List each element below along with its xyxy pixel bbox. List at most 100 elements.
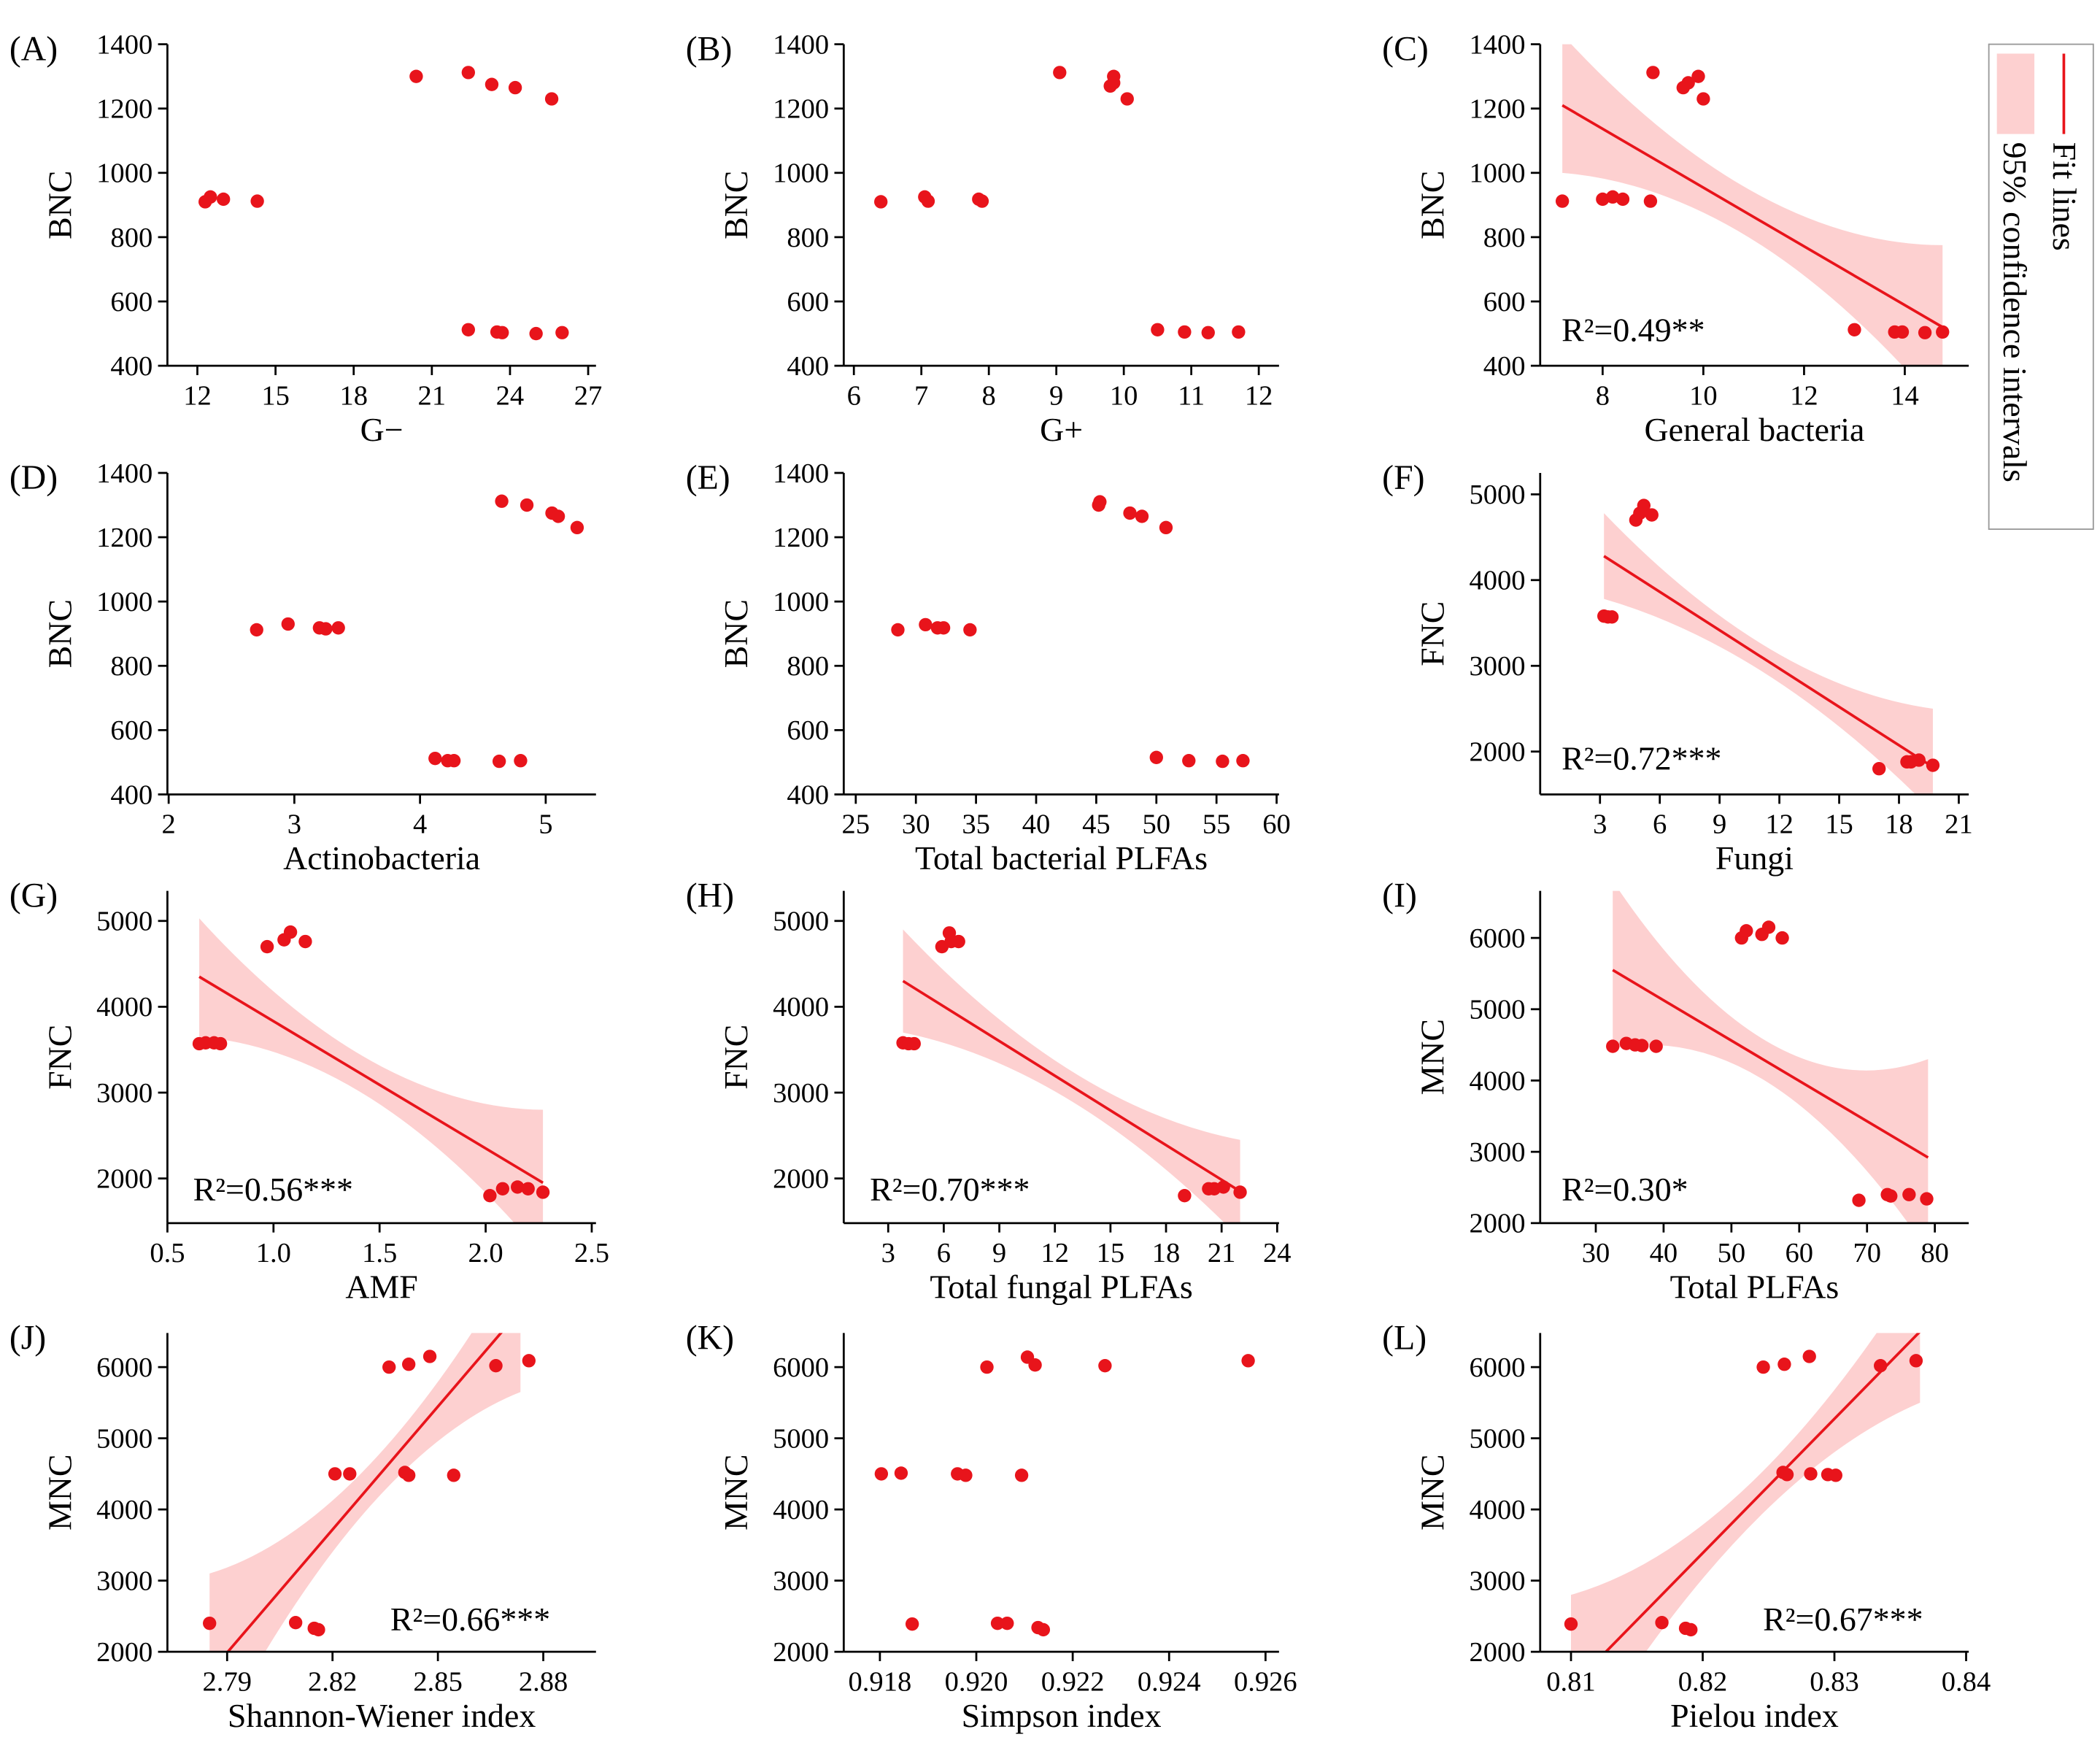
x-tick-label: 0.81 — [1546, 1666, 1595, 1697]
point — [1216, 1180, 1230, 1194]
point — [555, 326, 569, 339]
y-tick-label: 3000 — [773, 1566, 829, 1597]
point — [447, 754, 461, 768]
point — [203, 1616, 217, 1630]
point — [1902, 1187, 1916, 1201]
r-squared: R²=0.30* — [1562, 1171, 1688, 1208]
point — [204, 190, 217, 204]
x-tick-label: 2.5 — [574, 1238, 609, 1268]
panel — [1606, 890, 1934, 1223]
panel-label: (J) — [9, 1318, 46, 1357]
x-tick-label: 12 — [1765, 809, 1794, 840]
y-axis-label: MNC — [1414, 1019, 1451, 1096]
x-axis-label: Pielou index — [1670, 1697, 1839, 1734]
y-tick-label: 4000 — [773, 992, 829, 1023]
point — [1201, 326, 1215, 339]
point — [544, 92, 559, 106]
y-tick-label: 1400 — [1470, 29, 1526, 60]
point — [919, 617, 933, 632]
point — [980, 1360, 994, 1374]
x-tick-label: 80 — [1921, 1238, 1949, 1268]
y-tick-label: 400 — [110, 779, 153, 810]
point — [422, 1349, 437, 1363]
point — [1236, 754, 1250, 768]
point — [1884, 1189, 1898, 1203]
x-tick-label: 6 — [937, 1238, 951, 1268]
point — [260, 939, 274, 954]
panel — [1564, 1333, 1923, 1652]
y-tick-label: 6000 — [1470, 923, 1526, 954]
y-tick-label: 6000 — [773, 1352, 829, 1383]
y-tick-label: 600 — [1483, 287, 1526, 317]
y-axis-label: MNC — [717, 1454, 754, 1531]
y-axis-label: BNC — [41, 599, 78, 668]
legend-label: Fit lines — [2046, 142, 2083, 251]
r-squared: R²=0.66*** — [390, 1601, 550, 1638]
panel — [891, 495, 1250, 769]
point — [905, 1617, 919, 1631]
x-tick-label: 0.920 — [945, 1666, 1008, 1697]
panel — [192, 918, 550, 1223]
y-tick-label: 800 — [110, 651, 153, 682]
x-tick-label: 21 — [418, 380, 447, 411]
point — [951, 934, 965, 949]
y-axis-label: BNC — [717, 599, 754, 668]
legend-swatch — [1996, 53, 2035, 134]
point — [1014, 1468, 1029, 1482]
point — [1802, 1349, 1816, 1363]
y-tick-label: 5000 — [773, 906, 829, 937]
y-axis-label: BNC — [717, 171, 754, 239]
point — [1000, 1616, 1014, 1630]
point — [1098, 1359, 1112, 1373]
y-tick-label: 5000 — [96, 906, 153, 937]
point — [312, 1622, 325, 1637]
point — [1909, 1354, 1923, 1368]
confidence-band — [209, 1333, 521, 1652]
y-tick-label: 2000 — [773, 1637, 829, 1668]
confidence-band — [1571, 1333, 1921, 1652]
y-tick-label: 5000 — [1470, 480, 1526, 510]
confidence-band — [1562, 44, 1943, 366]
point — [1605, 610, 1619, 624]
point — [1696, 92, 1710, 106]
point — [1555, 194, 1570, 208]
confidence-band — [903, 929, 1240, 1223]
fit-line — [1612, 969, 1929, 1159]
x-tick-label: 18 — [1152, 1238, 1181, 1268]
y-axis-label: MNC — [41, 1454, 78, 1531]
y-tick-label: 1200 — [96, 523, 153, 553]
point — [283, 925, 298, 939]
y-tick-label: 4000 — [1470, 1495, 1526, 1525]
y-tick-label: 5000 — [96, 1423, 153, 1454]
y-axis-label: FNC — [717, 1025, 754, 1090]
point — [382, 1360, 396, 1374]
x-tick-label: 7 — [914, 380, 928, 411]
panel-label: (G) — [9, 877, 58, 915]
x-tick-label: 60 — [1262, 809, 1291, 840]
fit-line — [1603, 555, 1934, 769]
panel-label: (B) — [686, 30, 733, 69]
point — [1775, 931, 1789, 945]
x-tick-label: 9 — [1049, 380, 1063, 411]
point — [1684, 1622, 1698, 1637]
x-axis-label: General bacteria — [1645, 411, 1865, 448]
y-tick-label: 2000 — [96, 1164, 153, 1195]
x-tick-label: 10 — [1689, 380, 1718, 411]
point — [1872, 762, 1886, 776]
y-tick-label: 400 — [787, 351, 829, 382]
point — [1178, 325, 1192, 339]
x-tick-label: 15 — [1097, 1238, 1125, 1268]
y-tick-label: 1000 — [1470, 158, 1526, 189]
point — [907, 1036, 921, 1051]
y-tick-label: 2000 — [1470, 1637, 1526, 1668]
y-axis-label: MNC — [1414, 1454, 1451, 1531]
y-tick-label: 800 — [1483, 223, 1526, 253]
x-tick-label: 0.82 — [1678, 1666, 1727, 1697]
panel-label: (I) — [1382, 877, 1417, 915]
x-tick-label: 50 — [1718, 1238, 1746, 1268]
point — [874, 1467, 889, 1481]
point — [1564, 1617, 1578, 1631]
panel — [1597, 498, 1940, 795]
point — [1681, 76, 1695, 90]
point — [331, 621, 345, 635]
